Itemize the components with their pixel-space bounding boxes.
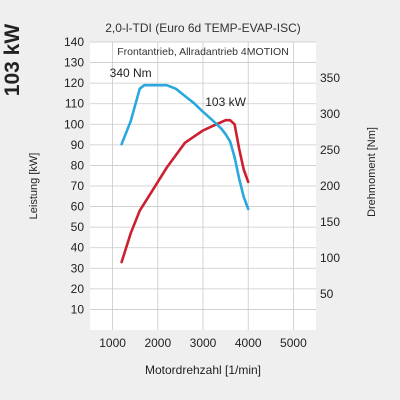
series-label: 340 Nm xyxy=(110,66,152,80)
series-line xyxy=(120,118,250,264)
grid xyxy=(90,41,316,330)
y-tick-label-left: 100 xyxy=(64,117,84,131)
y-tick-label-right: 250 xyxy=(320,143,340,157)
y-tick-label-left: 130 xyxy=(64,56,84,70)
y-tick-label-left: 70 xyxy=(71,179,85,193)
y-tick-label-left: 60 xyxy=(71,200,85,214)
y-tick-label-left: 40 xyxy=(71,241,85,255)
series-line xyxy=(120,83,250,211)
chart-subtitle: Frontantrieb, Allradantrieb 4MOTION xyxy=(117,46,289,58)
y-tick-label-right: 50 xyxy=(320,287,334,301)
y-tick-label-left: 20 xyxy=(71,282,85,296)
y-tick-label-right: 350 xyxy=(320,71,340,85)
power-output-label: 103 kW xyxy=(1,24,24,97)
series-lines: 103 kW 340 Nm xyxy=(110,66,250,264)
y-tick-label-right: 300 xyxy=(320,107,340,121)
y-tick-label-left: 80 xyxy=(71,158,85,172)
chart-title: 2,0-l-TDI (Euro 6d TEMP-EVAP-ISC) xyxy=(105,21,301,35)
y-tick-label-left: 50 xyxy=(71,220,85,234)
y-axis-label-right: Drehmoment [Nm] xyxy=(366,127,378,217)
x-tick-label: 2000 xyxy=(144,336,171,350)
y-tick-label-left: 30 xyxy=(71,261,85,275)
y-tick-label-right: 200 xyxy=(320,179,340,193)
series-label: 103 kW xyxy=(205,95,246,109)
x-tick-label: 3000 xyxy=(190,336,217,350)
y-tick-label-left: 110 xyxy=(65,97,84,111)
y-tick-label-left: 90 xyxy=(71,138,85,152)
y-tick-label-left: 120 xyxy=(64,76,84,90)
x-tick-label: 1000 xyxy=(99,336,126,350)
x-tick-label: 4000 xyxy=(235,336,262,350)
x-axis-label: Motordrehzahl [1/min] xyxy=(145,363,261,377)
y-tick-label-right: 150 xyxy=(320,215,340,229)
y-axis-label-left: Leistung [kW] xyxy=(28,153,40,220)
x-tick-label: 5000 xyxy=(280,336,307,350)
y-tick-label-left: 140 xyxy=(64,35,84,49)
axes: 10 20 30 40 50 60 70 80 90 100 110 120 130 140 50 100 15… xyxy=(64,35,340,350)
y-tick-label-right: 100 xyxy=(320,251,340,265)
y-tick-label-left: 10 xyxy=(71,302,85,316)
